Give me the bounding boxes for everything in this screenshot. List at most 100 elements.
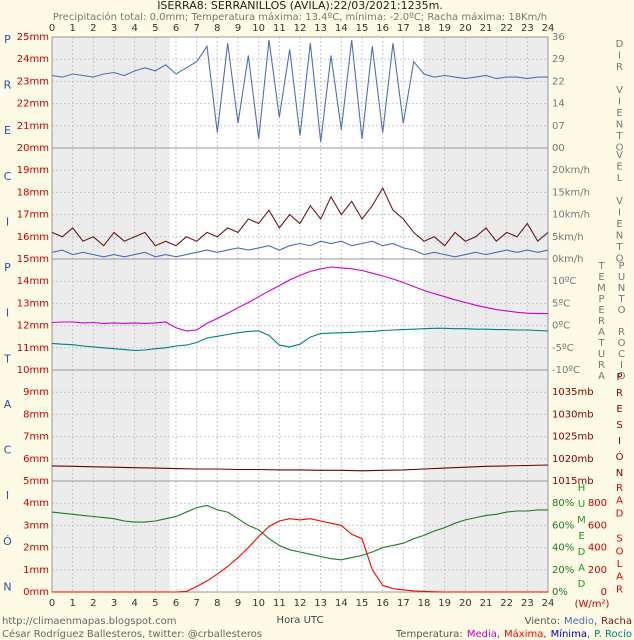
legend: Viento: Medio, Racha: [525, 616, 632, 627]
vertical-label: TEMPERATURA: [596, 261, 607, 382]
y-tick-label: 1015mb: [552, 476, 594, 487]
legend-separator: ,: [497, 629, 500, 640]
vertical-label: HUMEDAD: [576, 483, 587, 595]
x-tick-label: 21: [480, 23, 493, 34]
legend-label: Viento:: [525, 616, 560, 627]
x-tick-label: 5: [152, 23, 158, 34]
vertical-label: PUNTO ROCIO: [616, 261, 627, 382]
vertical-label: RAD SOLAR: [614, 483, 625, 597]
y-tick-label: 25mm: [17, 32, 49, 43]
y-tick-label: 4mm: [23, 498, 49, 509]
y-tick-label: 20%: [552, 565, 574, 576]
x-tick-label: 5: [152, 598, 158, 609]
x-tick-label: 6: [173, 23, 179, 34]
legend-separator: ,: [594, 616, 597, 627]
x-tick-label: 10: [252, 598, 265, 609]
y-tick-label: 10km/h: [552, 210, 590, 221]
x-axis-label: Hora UTC: [277, 615, 324, 626]
x-tick-label: 20: [459, 598, 472, 609]
y-tick-label: 17mm: [17, 210, 49, 221]
y-tick-label: 00: [552, 143, 565, 154]
y-tick-label: 22: [552, 76, 565, 87]
y-tick-label: 22mm: [17, 99, 49, 110]
y-tick-label: 0%: [552, 587, 568, 598]
y-tick-label: 2mm: [23, 543, 49, 554]
data-line: [51, 240, 549, 258]
x-tick-label: 2: [90, 598, 96, 609]
data-line: [51, 40, 548, 142]
y-tick-label: 11mm: [17, 343, 49, 354]
x-tick-label: 22: [500, 23, 513, 34]
x-tick-label: 18: [418, 598, 431, 609]
vertical-label: VEL VIENTO: [614, 150, 625, 265]
y-tick-label: 13mm: [17, 298, 49, 309]
x-tick-label: 13: [314, 23, 327, 34]
x-tick-label: 13: [314, 598, 327, 609]
x-tick-label: 10: [252, 23, 265, 34]
x-tick-label: 8: [214, 23, 220, 34]
y-tick-label: 36: [552, 32, 565, 43]
data-line: [51, 327, 549, 352]
x-tick-label: 22: [500, 598, 513, 609]
y-tick-label: 1025mb: [552, 432, 594, 443]
legend-separator: ,: [543, 629, 546, 640]
y-tick-label: 15mm: [17, 254, 49, 265]
footer-url: http://climaenmapas.blogspot.com: [2, 616, 177, 627]
x-tick-label: 24: [542, 598, 555, 609]
x-tick-label: 3: [111, 23, 117, 34]
y-tick-label: 1035mb: [552, 387, 594, 398]
x-tick-label: 4: [131, 598, 137, 609]
data-line: [52, 518, 548, 593]
y2-tick-label: 600: [588, 520, 607, 531]
x-tick-label: 0: [49, 598, 55, 609]
y-tick-label: 07: [552, 121, 565, 132]
y-tick-label: 20km/h: [552, 165, 590, 176]
data-line: [51, 266, 548, 332]
x-tick-label: 0: [49, 23, 55, 34]
y-tick-label: 10mm: [17, 365, 49, 376]
x-tick-label: 1: [69, 23, 75, 34]
y-tick-label: -5ºC: [552, 343, 574, 354]
y-tick-label: 19mm: [17, 165, 49, 176]
x-tick-label: 7: [193, 598, 199, 609]
y-tick-label: 8mm: [23, 409, 49, 420]
y-tick-label: 0km/h: [552, 254, 584, 265]
x-tick-label: 3: [111, 598, 117, 609]
y2-tick-label: 800: [588, 498, 607, 509]
y2-tick-label: 200: [588, 565, 607, 576]
y-tick-label: 15km/h: [552, 187, 590, 198]
data-line: [51, 504, 548, 561]
y-tick-label: 0ºC: [552, 321, 570, 332]
x-tick-label: 24: [542, 23, 555, 34]
y-tick-label: 14: [552, 99, 565, 110]
y-tick-label: 3mm: [23, 520, 49, 531]
footer-author: César Rodríguez Ballesteros, twitter: @c…: [2, 628, 262, 640]
legend-entry: Media: [467, 629, 497, 640]
x-tick-label: 11: [273, 598, 286, 609]
y-tick-label: 5mm: [23, 476, 49, 487]
x-tick-label: 4: [131, 23, 137, 34]
y-tick-label: 1mm: [23, 565, 49, 576]
y-tick-label: 1020mb: [552, 454, 594, 465]
legend-separator: ,: [587, 629, 590, 640]
x-tick-label: 12: [294, 598, 307, 609]
legend-label: Temperatura:: [395, 629, 463, 640]
y-tick-label: 29: [552, 54, 565, 65]
y-tick-label: 23mm: [17, 76, 49, 87]
x-tick-label: 21: [480, 598, 493, 609]
y-tick-label: 7mm: [23, 432, 49, 443]
y-tick-label: 16mm: [17, 232, 49, 243]
legend-entry: Medio: [564, 616, 594, 627]
x-tick-label: 2: [90, 23, 96, 34]
y-tick-label: 40%: [552, 543, 574, 554]
y2-unit: (W/m²): [575, 599, 610, 610]
x-tick-label: 9: [235, 598, 241, 609]
data-line: [51, 464, 549, 472]
y-tick-label: 12mm: [17, 321, 49, 332]
y-tick-label: 18mm: [17, 187, 49, 198]
x-tick-label: 15: [356, 598, 369, 609]
x-tick-label: 12: [294, 23, 307, 34]
legend: Temperatura: Media, Máxima, Mínima, P. Rocío: [395, 628, 632, 640]
x-tick-label: 23: [521, 598, 534, 609]
